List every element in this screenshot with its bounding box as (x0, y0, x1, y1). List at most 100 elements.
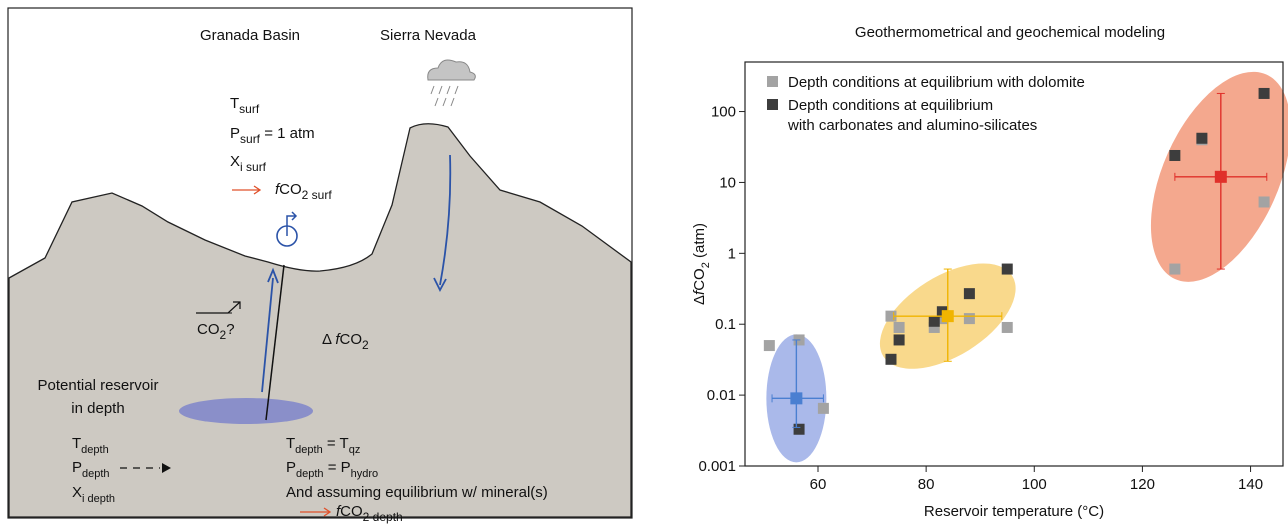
depth-arrow (300, 507, 332, 517)
text-part: ? (226, 321, 234, 338)
y-tick-label: 100 (711, 104, 736, 121)
legend-label: with carbonates and alumino-silicates (787, 117, 1037, 134)
chart: Geothermometrical and geochemical modeli… (691, 24, 1288, 520)
text-part: And assuming equilibrium w/ mineral(s) (286, 484, 548, 501)
text-part: Sierra Nevada (380, 27, 477, 44)
well (265, 264, 285, 421)
point (885, 310, 897, 322)
text-part: P (230, 125, 240, 142)
x-tick-label: 100 (1022, 476, 1047, 493)
diagram-label: Sierra Nevada (380, 27, 477, 44)
diagram-label: fCO2 surf (275, 181, 332, 202)
upflow-head (267, 267, 279, 284)
text-part: Δ (322, 331, 335, 348)
text-part: T (230, 95, 239, 112)
text-part: 2 depth (363, 510, 403, 524)
diagram-label: Xi surf (230, 153, 267, 174)
x-tick-label: 80 (918, 476, 935, 493)
legend-label: Depth conditions at equilibrium (788, 97, 993, 114)
legend-label: Depth conditions at equilibrium with dol… (788, 74, 1085, 91)
diagram-label: Psurf = 1 atm (230, 125, 315, 146)
x-tick-label: 120 (1130, 476, 1155, 493)
point (1169, 149, 1181, 161)
diagram-label: fCO2 depth (336, 503, 403, 524)
text-part: = 1 atm (260, 125, 315, 142)
x-tick-label: 60 (810, 476, 827, 493)
diagram-label: Pdepth (72, 459, 110, 480)
point (793, 423, 805, 435)
point (1258, 87, 1270, 99)
point (763, 340, 775, 352)
mean-point (1214, 170, 1227, 183)
point (893, 321, 905, 333)
text-part: qz (349, 444, 361, 456)
y-tick-label: 0.1 (715, 316, 736, 333)
x-tick-label: 140 (1238, 476, 1263, 493)
diagram-label: Granada Basin (200, 27, 300, 44)
mean-point (790, 392, 803, 405)
text-part: f (335, 331, 341, 348)
legend-swatch (767, 76, 778, 87)
point (963, 288, 975, 300)
text-part: X (72, 484, 82, 501)
recharge-arrow (439, 154, 452, 286)
text-part: depth (81, 444, 109, 456)
diagram-label: Tdepth = Tqz (286, 435, 360, 456)
diagram-label: Tsurf (230, 95, 260, 116)
text-part: hydro (351, 468, 379, 480)
text-part: depth (82, 468, 110, 480)
diagram-label: in depth (71, 400, 124, 417)
text-part: f (275, 181, 281, 198)
text-part: surf (239, 102, 260, 116)
recharge-head (433, 277, 447, 292)
mean-point (941, 310, 954, 323)
y-axis-label: ΔfCO2 (atm) (691, 223, 712, 305)
text-part: P (286, 459, 296, 476)
text-part: X (230, 153, 240, 170)
text-part: Potential reservoir (38, 377, 159, 394)
diagram-label: CO2? (197, 321, 235, 342)
text-part: f (336, 503, 342, 520)
terrain (8, 123, 632, 518)
text-part: i surf (240, 160, 267, 174)
diagram-label: Tdepth (72, 435, 109, 456)
point (1001, 263, 1013, 275)
text-part: P (72, 459, 82, 476)
y-tick-label: 10 (719, 174, 736, 191)
text-part: T (286, 435, 295, 452)
text-part: CO (197, 321, 220, 338)
point (928, 315, 940, 327)
text-part: CO (340, 331, 363, 348)
point (1001, 321, 1013, 333)
text-part: 2 surf (302, 188, 333, 202)
text-part: CO (340, 503, 363, 520)
point (893, 334, 905, 346)
text-part: in depth (71, 400, 124, 417)
text-part: f (691, 289, 708, 295)
text-part: T (72, 435, 81, 452)
point (928, 321, 940, 333)
text-part: i depth (82, 493, 115, 505)
surf-arrow (232, 185, 262, 195)
text-part: 2 (700, 262, 712, 268)
text-part: Δ (691, 295, 708, 305)
point (1169, 263, 1181, 275)
diagram-label: Δ fCO2 (322, 331, 369, 352)
text-part: depth (295, 444, 323, 456)
cloud (427, 59, 476, 81)
x-axis-label: Reservoir temperature (°C) (924, 503, 1104, 520)
point (1196, 132, 1208, 144)
sampling-icon-arrow (286, 211, 298, 236)
reservoir (179, 398, 313, 424)
text-part: CO (279, 181, 302, 198)
diagram-label: And assuming equilibrium w/ mineral(s) (286, 484, 548, 501)
legend-swatch (767, 99, 778, 110)
text-part: (atm) (691, 223, 708, 262)
diagram-label: Potential reservoir (38, 377, 159, 394)
text-part: surf (240, 132, 261, 146)
text-part: CO (691, 268, 708, 291)
chart-title: Geothermometrical and geochemical modeli… (855, 24, 1165, 41)
plot-frame (744, 61, 1284, 467)
